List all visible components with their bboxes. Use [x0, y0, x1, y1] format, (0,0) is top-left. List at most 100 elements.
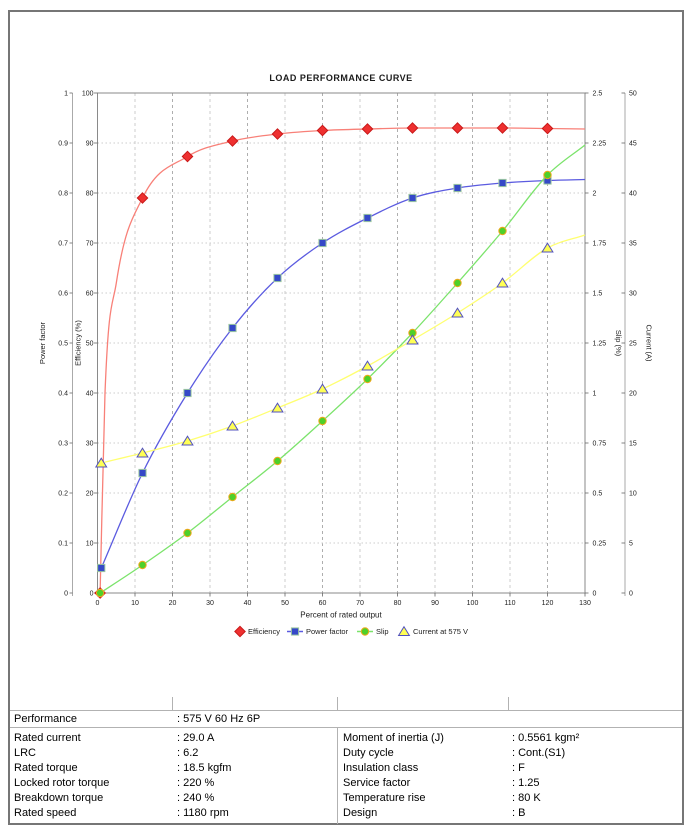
svg-text:90: 90 — [86, 140, 94, 147]
series-slip — [95, 144, 586, 598]
table-divider — [337, 727, 338, 824]
performance-label: Performance — [14, 713, 77, 725]
svg-text:70: 70 — [86, 240, 94, 247]
svg-text:60: 60 — [319, 600, 327, 607]
spec-value: : 29.0 A — [177, 732, 215, 744]
spec-value: : B — [512, 807, 526, 819]
svg-text:100: 100 — [467, 600, 479, 607]
svg-text:80: 80 — [394, 600, 402, 607]
svg-text:30: 30 — [629, 290, 637, 297]
svg-text:90: 90 — [431, 600, 439, 607]
svg-text:0: 0 — [629, 590, 633, 597]
svg-text:120: 120 — [542, 600, 554, 607]
svg-text:0: 0 — [593, 590, 597, 597]
series-current-at-575-v — [94, 234, 586, 468]
svg-text:0.3: 0.3 — [58, 440, 68, 447]
svg-text:60: 60 — [86, 290, 94, 297]
table-column-stub — [337, 697, 338, 710]
table-column-stub — [508, 697, 509, 710]
axis-title-current: Current (A) — [645, 324, 654, 362]
svg-text:50: 50 — [86, 340, 94, 347]
svg-text:0.1: 0.1 — [58, 540, 68, 547]
svg-text:20: 20 — [169, 600, 177, 607]
spec-value: : 6.2 — [177, 747, 199, 759]
spec-label: LRC — [14, 747, 37, 759]
svg-text:0: 0 — [96, 600, 100, 607]
svg-text:0.7: 0.7 — [58, 240, 68, 247]
spec-label: Service factor — [343, 777, 411, 789]
svg-text:20: 20 — [86, 490, 94, 497]
load-performance-chart: 1 0.9 0.8 0.7 0.6 0.5 0.4 0.3 0.2 0.1 0 Power facto… — [38, 73, 654, 638]
svg-text:15: 15 — [629, 440, 637, 447]
spec-value: : 1180 rpm — [177, 807, 229, 819]
svg-text:0.6: 0.6 — [58, 290, 68, 297]
x-axis-title: Percent of rated output — [300, 611, 382, 620]
svg-text:10: 10 — [629, 490, 637, 497]
spec-label: Locked rotor torque — [14, 777, 110, 789]
page-border — [8, 10, 684, 825]
spec-label: Insulation class — [343, 762, 419, 774]
svg-text:2.5: 2.5 — [593, 90, 603, 97]
svg-text:110: 110 — [504, 600, 515, 607]
svg-text:Slip: Slip — [376, 627, 389, 636]
svg-text:0.5: 0.5 — [593, 490, 603, 497]
chart-legend: Efficiency Power factor Slip Current at 575… — [234, 625, 468, 638]
spec-label: Breakdown torque — [14, 792, 104, 804]
svg-text:10: 10 — [131, 600, 139, 607]
spec-value: : 1.25 — [512, 777, 540, 789]
spec-value: : 18.5 kgfm — [177, 762, 232, 774]
svg-text:0.25: 0.25 — [593, 540, 607, 547]
svg-text:1: 1 — [593, 390, 597, 397]
svg-text:70: 70 — [356, 600, 364, 607]
svg-text:20: 20 — [629, 390, 637, 397]
svg-text:Current at 575 V: Current at 575 V — [413, 627, 468, 636]
svg-text:35: 35 — [629, 240, 637, 247]
svg-text:0.75: 0.75 — [593, 440, 607, 447]
svg-text:30: 30 — [206, 600, 214, 607]
spec-label: Moment of inertia (J) — [343, 732, 444, 744]
spec-value: : 80 K — [512, 792, 541, 804]
series-efficiency — [94, 122, 586, 599]
spec-label: Rated current — [14, 732, 81, 744]
spec-label: Temperature rise — [343, 792, 426, 804]
chart-title: LOAD PERFORMANCE CURVE — [269, 73, 412, 83]
axis-title-power_factor: Power factor — [38, 321, 47, 364]
svg-text:40: 40 — [244, 600, 252, 607]
svg-text:Power factor: Power factor — [306, 627, 349, 636]
svg-text:30: 30 — [86, 440, 94, 447]
spec-label: Rated torque — [14, 762, 78, 774]
svg-text:0.8: 0.8 — [58, 190, 68, 197]
spec-label: Duty cycle — [343, 747, 394, 759]
svg-text:50: 50 — [629, 90, 637, 97]
svg-text:45: 45 — [629, 140, 637, 147]
svg-text:80: 80 — [86, 190, 94, 197]
svg-text:40: 40 — [86, 390, 94, 397]
svg-text:10: 10 — [86, 540, 94, 547]
svg-text:1.75: 1.75 — [593, 240, 607, 247]
svg-text:2: 2 — [593, 190, 597, 197]
table-line-mid — [10, 727, 682, 728]
svg-text:0.4: 0.4 — [58, 390, 68, 397]
table-line-top — [10, 710, 682, 711]
table-column-stub — [172, 697, 173, 710]
series-power-factor — [97, 176, 586, 573]
svg-text:1.25: 1.25 — [593, 340, 607, 347]
spec-value: : 240 % — [177, 792, 215, 804]
svg-text:0: 0 — [64, 590, 68, 597]
svg-text:100: 100 — [82, 90, 94, 97]
svg-text:1: 1 — [64, 90, 68, 97]
svg-text:0: 0 — [90, 590, 94, 597]
svg-text:1.5: 1.5 — [593, 290, 603, 297]
axis-title-slip: Slip (%) — [614, 330, 623, 357]
svg-text:40: 40 — [629, 190, 637, 197]
spec-value: : F — [512, 762, 525, 774]
spec-label: Rated speed — [14, 807, 77, 819]
x-axis: 0 10 20 30 40 50 60 70 80 90 100 110 120 130 Percent o… — [96, 593, 591, 620]
svg-text:0.9: 0.9 — [58, 140, 68, 147]
svg-text:0.2: 0.2 — [58, 490, 68, 497]
spec-label: Design — [343, 807, 378, 819]
svg-text:Efficiency: Efficiency — [248, 627, 280, 636]
svg-text:0.5: 0.5 — [58, 340, 68, 347]
axis-title-efficiency: Efficiency (%) — [74, 320, 83, 366]
